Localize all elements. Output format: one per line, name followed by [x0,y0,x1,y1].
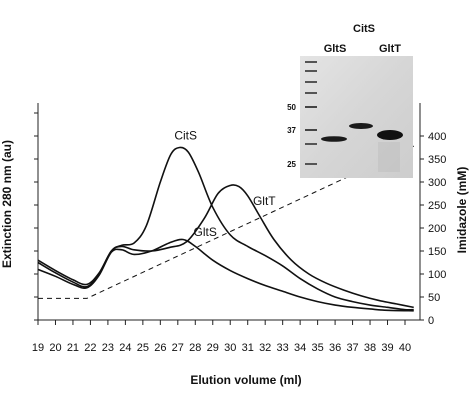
right-tick-label: 50 [428,292,440,304]
x-tick-label: 26 [154,342,166,354]
x-tick-label: 21 [67,342,79,354]
ladder-band [305,61,317,63]
x-tick-label: 33 [277,342,289,354]
x-tick-label: 25 [137,342,149,354]
ladder-band [305,92,317,94]
right-tick-label: 400 [428,131,446,143]
gel-lane-label-glts: GltS [324,43,347,55]
right-axis-ticks: 0 50 100 150 200 250 300 350 400 [420,131,446,327]
series-line-imidazole [38,145,414,299]
ladder-band [305,143,317,145]
x-tick-label: 30 [224,342,236,354]
x-tick-label: 40 [399,342,411,354]
right-tick-label: 350 [428,154,446,166]
gel-marker-37: 37 [287,126,296,135]
series-layer [37,145,414,312]
annotation-gltt: GltT [253,194,276,208]
right-tick-label: 300 [428,177,446,189]
right-tick-label: 0 [428,315,434,327]
x-tick-label: 32 [259,342,271,354]
x-tick-label: 27 [172,342,184,354]
x-tick-label: 36 [329,342,341,354]
x-tick-label: 39 [381,342,393,354]
series-line-gltt [37,184,414,309]
gel-lane-label-gltt: GltT [379,43,401,55]
annotation-cits: CitS [174,128,197,142]
right-axis-title: Imidazole (mM) [455,167,469,254]
ladder-band [305,81,317,83]
gel-band-gltt [377,130,403,140]
x-tick-label: 24 [119,342,131,354]
right-tick-label: 250 [428,200,446,212]
x-axis-ticks: 19 20 21 22 23 24 25 26 27 28 29 30 31 32 33 34 35 36 37 38… [32,320,411,354]
annotation-layer: CitS GltT GltS [174,128,276,239]
ladder-band [305,70,317,72]
gel-header-label: CitS [353,23,375,35]
gel-marker-50: 50 [287,103,296,112]
x-tick-label: 28 [189,342,201,354]
right-tick-label: 200 [428,223,446,235]
annotation-glts: GltS [194,225,217,239]
ladder-band [305,106,317,108]
gel-smear [378,142,400,172]
gel-marker-25: 25 [287,160,296,169]
inset-gel: CitS GltS GltT 50 37 25 [287,23,413,178]
right-tick-label: 100 [428,269,446,281]
x-tick-label: 29 [207,342,219,354]
series-line-glts [37,238,414,312]
x-tick-label: 35 [311,342,323,354]
x-tick-label: 19 [32,342,44,354]
gel-band-glts [321,136,347,142]
x-tick-label: 22 [84,342,96,354]
x-tick-label: 23 [102,342,114,354]
left-axis-ticks [34,112,38,321]
x-axis-title: Elution volume (ml) [190,373,301,387]
left-axis-title: Extinction 280 nm (au) [0,140,14,268]
right-tick-label: 150 [428,246,446,258]
x-tick-label: 37 [346,342,358,354]
x-tick-label: 31 [242,342,254,354]
ladder-band [305,129,317,131]
ladder-band [305,163,317,165]
x-tick-label: 20 [49,342,61,354]
x-tick-label: 38 [364,342,376,354]
gel-band-cits [349,123,373,129]
x-tick-label: 34 [294,342,306,354]
